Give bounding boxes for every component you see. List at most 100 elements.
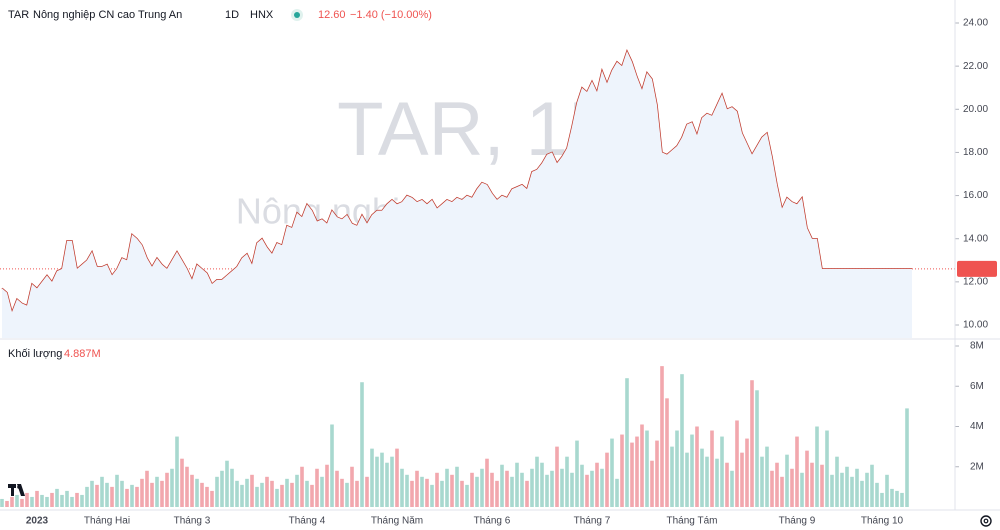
volume-bar: [670, 446, 674, 507]
symbol: TAR: [8, 9, 29, 21]
volume-bar: [190, 474, 194, 507]
volume-bar: [470, 472, 474, 507]
volume-bar: [715, 458, 719, 507]
volume-bar: [710, 430, 714, 507]
volume-bar: [65, 490, 69, 507]
volume-bar: [130, 484, 134, 507]
volume-bar: [440, 480, 444, 507]
volume-bar: [605, 452, 609, 507]
volume-bar: [655, 440, 659, 507]
volume-bar: [275, 488, 279, 507]
volume-bar: [720, 436, 724, 507]
volume-bar: [900, 492, 904, 507]
y-tick-label: 14.00: [963, 233, 988, 244]
volume-bar: [805, 450, 809, 507]
volume-tick-label: 8M: [970, 341, 984, 352]
volume-bar: [660, 366, 664, 507]
volume-label: Khối lượng: [8, 348, 62, 360]
volume-bar: [400, 468, 404, 507]
volume-bar: [5, 500, 9, 507]
volume-bar: [115, 474, 119, 507]
volume-bar: [735, 420, 739, 507]
volume-bar: [420, 476, 424, 507]
volume-bar: [725, 462, 729, 507]
volume-bar: [675, 430, 679, 507]
volume-bar: [135, 486, 139, 507]
volume-bar: [685, 452, 689, 507]
volume-bar: [570, 472, 574, 507]
volume-bar: [760, 456, 764, 507]
volume-bar: [585, 474, 589, 507]
volume-bar: [810, 462, 814, 507]
volume-bar: [245, 478, 249, 507]
x-tick-label: 2023: [26, 516, 49, 527]
volume-bar: [410, 480, 414, 507]
volume-bar: [145, 470, 149, 507]
volume-bar: [305, 480, 309, 507]
volume-bar: [905, 408, 909, 507]
volume-bar: [590, 470, 594, 507]
volume-bar: [295, 474, 299, 507]
volume-bar: [335, 470, 339, 507]
y-tick-label: 22.00: [963, 61, 988, 72]
volume-bar: [360, 382, 364, 507]
volume-bar: [300, 466, 304, 507]
volume-bar: [395, 448, 399, 507]
volume-bar: [320, 476, 324, 507]
volume-bar: [615, 478, 619, 507]
volume-bar: [460, 480, 464, 507]
volume-bar: [450, 474, 454, 507]
x-tick-label: Tháng 4: [289, 516, 326, 527]
volume-bar: [580, 464, 584, 507]
volume-bar: [240, 484, 244, 507]
volume-bar: [225, 460, 229, 507]
volume-bar: [795, 436, 799, 507]
y-tick-label: 12.00: [963, 276, 988, 287]
volume-bar: [155, 476, 159, 507]
volume-bar: [250, 474, 254, 507]
volume-bar: [175, 436, 179, 507]
volume-bar: [525, 480, 529, 507]
last-price: 12.60: [318, 9, 346, 21]
volume-bar: [280, 484, 284, 507]
volume-bar: [435, 472, 439, 507]
volume-bar: [560, 468, 564, 507]
volume-bar: [495, 480, 499, 507]
x-tick-label: Tháng Hai: [84, 516, 130, 527]
volume-bar: [860, 480, 864, 507]
volume-bar: [485, 458, 489, 507]
volume-bar: [700, 448, 704, 507]
volume-bar: [505, 470, 509, 507]
volume-bar: [475, 476, 479, 507]
x-tick-label: Tháng 3: [174, 516, 211, 527]
status-dot: [294, 12, 300, 18]
x-tick-label: Tháng 10: [861, 516, 904, 527]
volume-bar: [375, 456, 379, 507]
volume-bar: [820, 464, 824, 507]
volume-bar: [865, 472, 869, 507]
x-tick-label: Tháng Tám: [667, 516, 718, 527]
volume-last: 4.887M: [64, 348, 101, 360]
y-tick-label: 20.00: [963, 104, 988, 115]
volume-bar: [845, 466, 849, 507]
volume-bar: [635, 436, 639, 507]
volume-bar: [285, 478, 289, 507]
y-tick-label: 18.00: [963, 147, 988, 158]
volume-bar: [650, 460, 654, 507]
volume-bar: [60, 494, 64, 507]
volume-bar: [390, 456, 394, 507]
volume-bar: [445, 468, 449, 507]
settings-icon[interactable]: [980, 515, 992, 527]
volume-bar: [180, 458, 184, 507]
volume-bar: [205, 486, 209, 507]
volume-bar: [755, 390, 759, 507]
volume-bar: [775, 462, 779, 507]
volume-bar: [630, 442, 634, 507]
volume-bar: [480, 468, 484, 507]
volume-bar: [840, 472, 844, 507]
volume-bar: [545, 474, 549, 507]
tv-logo: [8, 484, 25, 496]
volume-bar: [620, 434, 624, 507]
volume-bar: [875, 482, 879, 507]
